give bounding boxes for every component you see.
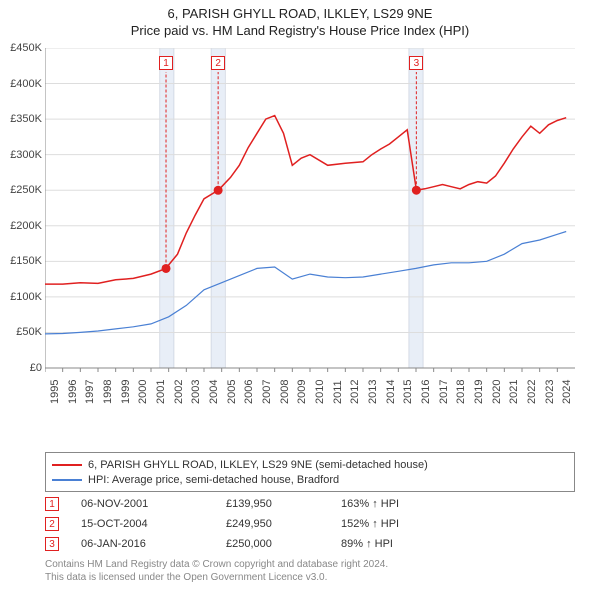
legend-line-swatch — [52, 479, 82, 481]
sale-pct: 152% ↑ HPI — [341, 518, 399, 530]
sale-row-marker: 2 — [45, 517, 59, 531]
x-tick-label: 2010 — [314, 380, 326, 404]
x-tick-label: 2000 — [137, 380, 149, 404]
legend-box: 6, PARISH GHYLL ROAD, ILKLEY, LS29 9NE (… — [45, 452, 575, 492]
y-tick-label: £400K — [2, 78, 42, 90]
series-property — [45, 116, 566, 285]
y-tick-label: £150K — [2, 255, 42, 267]
sale-dot-1 — [162, 264, 171, 273]
x-tick-label: 2011 — [332, 380, 344, 404]
chart-container: 6, PARISH GHYLL ROAD, ILKLEY, LS29 9NE P… — [0, 0, 600, 590]
legend-item: 6, PARISH GHYLL ROAD, ILKLEY, LS29 9NE (… — [52, 457, 568, 472]
sale-marker-box-1: 1 — [159, 56, 173, 70]
legend-label: HPI: Average price, semi-detached house,… — [88, 474, 339, 486]
y-tick-label: £50K — [2, 326, 42, 338]
sale-row-marker: 3 — [45, 537, 59, 551]
y-tick-label: £300K — [2, 149, 42, 161]
x-tick-label: 2001 — [155, 380, 167, 404]
sale-marker-box-3: 3 — [409, 56, 423, 70]
y-tick-label: £100K — [2, 291, 42, 303]
x-tick-label: 2012 — [349, 380, 361, 404]
sale-dot-2 — [214, 186, 223, 195]
x-tick-label: 2024 — [561, 380, 573, 404]
footer-line-2: This data is licensed under the Open Gov… — [45, 571, 575, 584]
title-block: 6, PARISH GHYLL ROAD, ILKLEY, LS29 9NE P… — [0, 0, 600, 38]
sale-price: £139,950 — [226, 498, 341, 510]
y-tick-label: £0 — [2, 362, 42, 374]
x-tick-label: 2017 — [438, 380, 450, 404]
x-tick-label: 1997 — [84, 380, 96, 404]
sale-row: 1 06-NOV-2001£139,950163% ↑ HPI — [45, 494, 575, 514]
sale-pct: 89% ↑ HPI — [341, 538, 393, 550]
legend-item: HPI: Average price, semi-detached house,… — [52, 472, 568, 487]
x-tick-label: 2003 — [190, 380, 202, 404]
x-tick-label: 2022 — [526, 380, 538, 404]
series-hpi — [45, 232, 566, 334]
x-tick-label: 1998 — [102, 380, 114, 404]
sale-row: 2 15-OCT-2004£249,950152% ↑ HPI — [45, 514, 575, 534]
x-tick-label: 2008 — [279, 380, 291, 404]
x-tick-label: 1999 — [120, 380, 132, 404]
sale-date: 06-JAN-2016 — [81, 538, 226, 550]
x-tick-label: 2015 — [402, 380, 414, 404]
chart-plot-area: 1 2 3 — [45, 48, 575, 418]
title-line-1: 6, PARISH GHYLL ROAD, ILKLEY, LS29 9NE — [0, 6, 600, 21]
x-tick-label: 2020 — [491, 380, 503, 404]
title-line-2: Price paid vs. HM Land Registry's House … — [0, 23, 600, 38]
footer-attribution: Contains HM Land Registry data © Crown c… — [45, 558, 575, 584]
sale-marker-box-2: 2 — [211, 56, 225, 70]
x-tick-label: 1996 — [67, 380, 79, 404]
x-tick-label: 2014 — [385, 380, 397, 404]
x-tick-label: 2006 — [243, 380, 255, 404]
y-tick-label: £450K — [2, 42, 42, 54]
sale-row: 3 06-JAN-2016£250,00089% ↑ HPI — [45, 534, 575, 554]
sale-row-marker: 1 — [45, 497, 59, 511]
sale-price: £250,000 — [226, 538, 341, 550]
y-tick-label: £350K — [2, 113, 42, 125]
sale-date: 15-OCT-2004 — [81, 518, 226, 530]
x-tick-label: 2019 — [473, 380, 485, 404]
sale-price: £249,950 — [226, 518, 341, 530]
x-tick-label: 2002 — [173, 380, 185, 404]
x-tick-label: 2013 — [367, 380, 379, 404]
x-tick-label: 2021 — [508, 380, 520, 404]
x-tick-label: 1995 — [49, 380, 61, 404]
legend-label: 6, PARISH GHYLL ROAD, ILKLEY, LS29 9NE (… — [88, 459, 428, 471]
footer-line-1: Contains HM Land Registry data © Crown c… — [45, 558, 575, 571]
x-tick-label: 2023 — [544, 380, 556, 404]
legend-line-swatch — [52, 464, 82, 466]
sale-pct: 163% ↑ HPI — [341, 498, 399, 510]
x-tick-label: 2009 — [296, 380, 308, 404]
sale-date: 06-NOV-2001 — [81, 498, 226, 510]
x-tick-label: 2004 — [208, 380, 220, 404]
x-tick-label: 2007 — [261, 380, 273, 404]
y-tick-label: £250K — [2, 184, 42, 196]
sales-table: 1 06-NOV-2001£139,950163% ↑ HPI 2 15-OCT-20… — [45, 494, 575, 554]
x-tick-label: 2018 — [455, 380, 467, 404]
y-tick-label: £200K — [2, 220, 42, 232]
x-tick-label: 2005 — [226, 380, 238, 404]
chart-svg — [45, 48, 575, 418]
sale-dot-3 — [412, 186, 421, 195]
x-tick-label: 2016 — [420, 380, 432, 404]
